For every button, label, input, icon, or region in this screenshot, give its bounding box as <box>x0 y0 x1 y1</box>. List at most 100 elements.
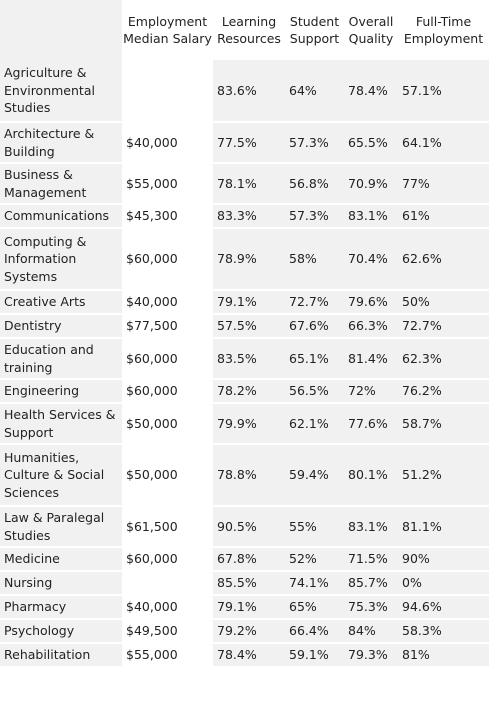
cell-overall-quality: 80.1% <box>344 444 398 506</box>
cell-overall-quality: 84% <box>344 619 398 643</box>
cell-salary: $60,000 <box>122 338 213 379</box>
table-row: Business & Management $55,000 78.1% 56.8% 70… <box>0 163 489 204</box>
cell-subject: Creative Arts <box>0 290 122 314</box>
header-full-time-employment: Full-Time Employment <box>398 0 489 60</box>
cell-salary: $60,000 <box>122 228 213 290</box>
course-ratings-table: Employment Median Salary Learning Resour… <box>0 0 489 667</box>
header-row: Employment Median Salary Learning Resour… <box>0 0 489 60</box>
table-row: Engineering $60,000 78.2% 56.5% 72% 76.2% <box>0 379 489 403</box>
cell-salary: $60,000 <box>122 379 213 403</box>
cell-full-time-employment: 58.3% <box>398 619 489 643</box>
cell-overall-quality: 81.4% <box>344 338 398 379</box>
cell-overall-quality: 66.3% <box>344 314 398 338</box>
cell-subject: Humanities, Culture & Social Sciences <box>0 444 122 506</box>
cell-subject: Agriculture & Environmental Studies <box>0 60 122 122</box>
cell-subject: Medicine <box>0 547 122 571</box>
header-subject <box>0 0 122 60</box>
header-student-support: Student Support <box>285 0 344 60</box>
cell-overall-quality: 85.7% <box>344 571 398 595</box>
cell-subject: Nursing <box>0 571 122 595</box>
cell-student-support: 58% <box>285 228 344 290</box>
header-overall-quality: Overall Quality <box>344 0 398 60</box>
cell-student-support: 52% <box>285 547 344 571</box>
cell-learning-resources: 90.5% <box>213 506 285 547</box>
cell-student-support: 57.3% <box>285 122 344 163</box>
cell-learning-resources: 57.5% <box>213 314 285 338</box>
cell-learning-resources: 83.3% <box>213 204 285 228</box>
cell-salary: $55,000 <box>122 643 213 667</box>
table-row: Humanities, Culture & Social Sciences $50… <box>0 444 489 506</box>
cell-overall-quality: 79.3% <box>344 643 398 667</box>
cell-salary: $50,000 <box>122 403 213 444</box>
table-row: Medicine $60,000 67.8% 52% 71.5% 90% <box>0 547 489 571</box>
cell-learning-resources: 85.5% <box>213 571 285 595</box>
cell-overall-quality: 77.6% <box>344 403 398 444</box>
cell-learning-resources: 83.6% <box>213 60 285 122</box>
cell-subject: Computing & Information Systems <box>0 228 122 290</box>
cell-salary: $77,500 <box>122 314 213 338</box>
cell-learning-resources: 79.2% <box>213 619 285 643</box>
cell-learning-resources: 78.2% <box>213 379 285 403</box>
cell-subject: Rehabilitation <box>0 643 122 667</box>
cell-learning-resources: 79.1% <box>213 290 285 314</box>
cell-full-time-employment: 57.1% <box>398 60 489 122</box>
cell-subject: Law & Paralegal Studies <box>0 506 122 547</box>
cell-salary <box>122 60 213 122</box>
header-salary: Employment Median Salary <box>122 0 213 60</box>
table-row: Architecture & Building $40,000 77.5% 57.3%… <box>0 122 489 163</box>
cell-salary: $40,000 <box>122 290 213 314</box>
cell-overall-quality: 83.1% <box>344 506 398 547</box>
table-row: Psychology $49,500 79.2% 66.4% 84% 58.3% <box>0 619 489 643</box>
cell-student-support: 56.8% <box>285 163 344 204</box>
cell-full-time-employment: 81.1% <box>398 506 489 547</box>
cell-learning-resources: 83.5% <box>213 338 285 379</box>
cell-overall-quality: 79.6% <box>344 290 398 314</box>
cell-salary <box>122 571 213 595</box>
cell-subject: Communications <box>0 204 122 228</box>
cell-student-support: 64% <box>285 60 344 122</box>
cell-student-support: 65.1% <box>285 338 344 379</box>
table-row: Computing & Information Systems $60,000 78… <box>0 228 489 290</box>
cell-student-support: 59.1% <box>285 643 344 667</box>
cell-full-time-employment: 58.7% <box>398 403 489 444</box>
cell-full-time-employment: 62.3% <box>398 338 489 379</box>
table-row: Law & Paralegal Studies $61,500 90.5% 55% 83… <box>0 506 489 547</box>
cell-subject: Health Services & Support <box>0 403 122 444</box>
cell-full-time-employment: 61% <box>398 204 489 228</box>
cell-student-support: 55% <box>285 506 344 547</box>
cell-learning-resources: 78.8% <box>213 444 285 506</box>
cell-full-time-employment: 72.7% <box>398 314 489 338</box>
cell-overall-quality: 65.5% <box>344 122 398 163</box>
cell-learning-resources: 77.5% <box>213 122 285 163</box>
table-row: Communications $45,300 83.3% 57.3% 83.1% 61% <box>0 204 489 228</box>
cell-full-time-employment: 90% <box>398 547 489 571</box>
cell-student-support: 72.7% <box>285 290 344 314</box>
cell-learning-resources: 67.8% <box>213 547 285 571</box>
cell-overall-quality: 70.4% <box>344 228 398 290</box>
cell-learning-resources: 79.9% <box>213 403 285 444</box>
cell-student-support: 67.6% <box>285 314 344 338</box>
table-row: Pharmacy $40,000 79.1% 65% 75.3% 94.6% <box>0 595 489 619</box>
cell-learning-resources: 79.1% <box>213 595 285 619</box>
cell-overall-quality: 72% <box>344 379 398 403</box>
cell-full-time-employment: 51.2% <box>398 444 489 506</box>
cell-overall-quality: 78.4% <box>344 60 398 122</box>
cell-salary: $61,500 <box>122 506 213 547</box>
cell-full-time-employment: 81% <box>398 643 489 667</box>
cell-salary: $55,000 <box>122 163 213 204</box>
table-row: Creative Arts $40,000 79.1% 72.7% 79.6% 50% <box>0 290 489 314</box>
cell-subject: Psychology <box>0 619 122 643</box>
cell-subject: Dentistry <box>0 314 122 338</box>
cell-learning-resources: 78.1% <box>213 163 285 204</box>
cell-full-time-employment: 50% <box>398 290 489 314</box>
table-row: Health Services & Support $50,000 79.9% 62.… <box>0 403 489 444</box>
cell-salary: $45,300 <box>122 204 213 228</box>
cell-student-support: 62.1% <box>285 403 344 444</box>
cell-full-time-employment: 64.1% <box>398 122 489 163</box>
cell-subject: Education and training <box>0 338 122 379</box>
cell-student-support: 59.4% <box>285 444 344 506</box>
cell-salary: $60,000 <box>122 547 213 571</box>
cell-salary: $40,000 <box>122 122 213 163</box>
cell-full-time-employment: 77% <box>398 163 489 204</box>
cell-full-time-employment: 0% <box>398 571 489 595</box>
